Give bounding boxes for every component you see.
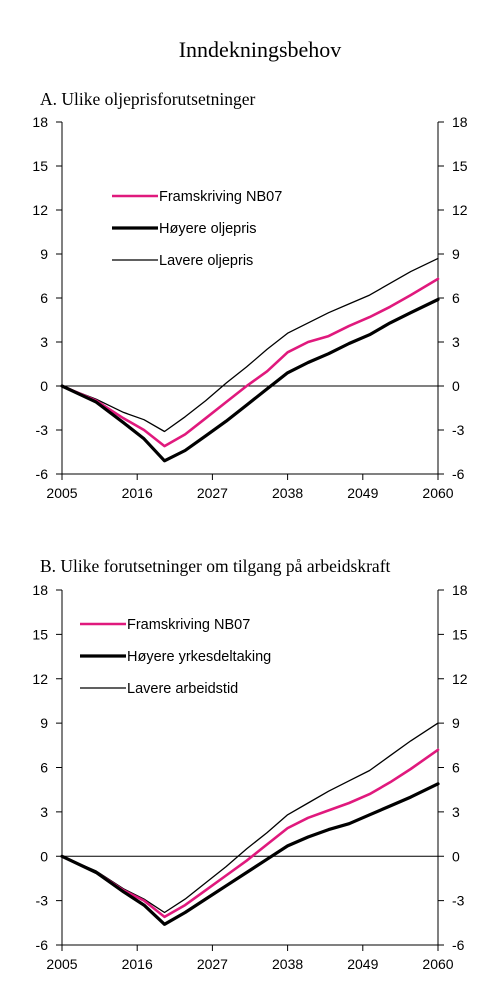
- chart-panel-b: B. Ulike forutsetninger om tilgang på ar…: [32, 556, 467, 972]
- x-tick-label: 2049: [347, 956, 378, 972]
- y-tick-label-right: 0: [452, 848, 460, 864]
- series-line: [61, 257, 439, 433]
- y-tick-label-left: 6: [40, 290, 48, 306]
- y-tick-label-right: 6: [452, 290, 460, 306]
- y-tick-label-right: 12: [452, 671, 468, 687]
- chart-panel-a: A. Ulike oljeprisforutsetninger -6 -6 -3 -3 0…: [32, 89, 467, 501]
- x-tick-label: 2005: [46, 485, 77, 501]
- x-tick-label: 2027: [197, 485, 228, 501]
- legend-label: Lavere oljepris: [159, 253, 253, 269]
- y-tick-label-right: 15: [452, 626, 468, 642]
- x-tick-label: 2038: [272, 956, 303, 972]
- legend-label: Lavere arbeidstid: [127, 681, 238, 697]
- legend-label: Høyere oljepris: [159, 221, 257, 237]
- y-tick-label-left: 0: [40, 378, 48, 394]
- y-tick-label-right: 6: [452, 760, 460, 776]
- y-tick-label-right: 18: [452, 114, 468, 130]
- y-tick-label-left: 3: [40, 804, 48, 820]
- x-tick-label: 2027: [197, 956, 228, 972]
- x-tick-label: 2016: [122, 485, 153, 501]
- legend-label: Høyere yrkesdeltaking: [127, 649, 271, 665]
- x-tick-label: 2049: [347, 485, 378, 501]
- y-tick-label-right: 18: [452, 582, 468, 598]
- legend-label: Framskriving NB07: [159, 189, 282, 205]
- y-tick-label-left: 0: [40, 848, 48, 864]
- y-tick-label-left: -6: [36, 466, 49, 482]
- series-line: [60, 782, 440, 926]
- y-tick-label-left: 9: [40, 715, 48, 731]
- series-line: [61, 722, 439, 914]
- y-tick-label-right: -3: [452, 893, 465, 909]
- y-tick-label-left: -3: [36, 422, 49, 438]
- y-tick-label-right: -6: [452, 937, 465, 953]
- y-tick-label-right: 3: [452, 804, 460, 820]
- y-tick-label-right: 12: [452, 202, 468, 218]
- y-tick-label-left: 15: [32, 626, 48, 642]
- panel-title: A. Ulike oljeprisforutsetninger: [40, 89, 255, 109]
- panel-title: B. Ulike forutsetninger om tilgang på ar…: [40, 556, 391, 576]
- y-tick-label-right: 9: [452, 715, 460, 731]
- y-tick-label-right: 9: [452, 246, 460, 262]
- y-tick-label-right: -6: [452, 466, 465, 482]
- series-line: [60, 748, 440, 919]
- y-tick-label-left: 15: [32, 158, 48, 174]
- y-tick-label-right: 3: [452, 334, 460, 350]
- figure-title: Inndekningsbehov: [179, 37, 342, 62]
- y-tick-label-left: 18: [32, 582, 48, 598]
- y-tick-label-left: -6: [36, 937, 49, 953]
- x-tick-label: 2038: [272, 485, 303, 501]
- y-tick-label-right: -3: [452, 422, 465, 438]
- x-tick-label: 2060: [422, 956, 453, 972]
- y-tick-label-left: 12: [32, 202, 48, 218]
- legend-label: Framskriving NB07: [127, 617, 250, 633]
- x-tick-label: 2005: [46, 956, 77, 972]
- y-tick-label-left: 9: [40, 246, 48, 262]
- y-tick-label-left: 18: [32, 114, 48, 130]
- x-tick-label: 2016: [122, 956, 153, 972]
- y-tick-label-right: 0: [452, 378, 460, 394]
- y-tick-label-left: 6: [40, 760, 48, 776]
- x-tick-label: 2060: [422, 485, 453, 501]
- y-tick-label-left: -3: [36, 893, 49, 909]
- y-tick-label-right: 15: [452, 158, 468, 174]
- y-tick-label-left: 12: [32, 671, 48, 687]
- y-tick-label-left: 3: [40, 334, 48, 350]
- series-line: [60, 277, 440, 448]
- series-line: [60, 297, 440, 463]
